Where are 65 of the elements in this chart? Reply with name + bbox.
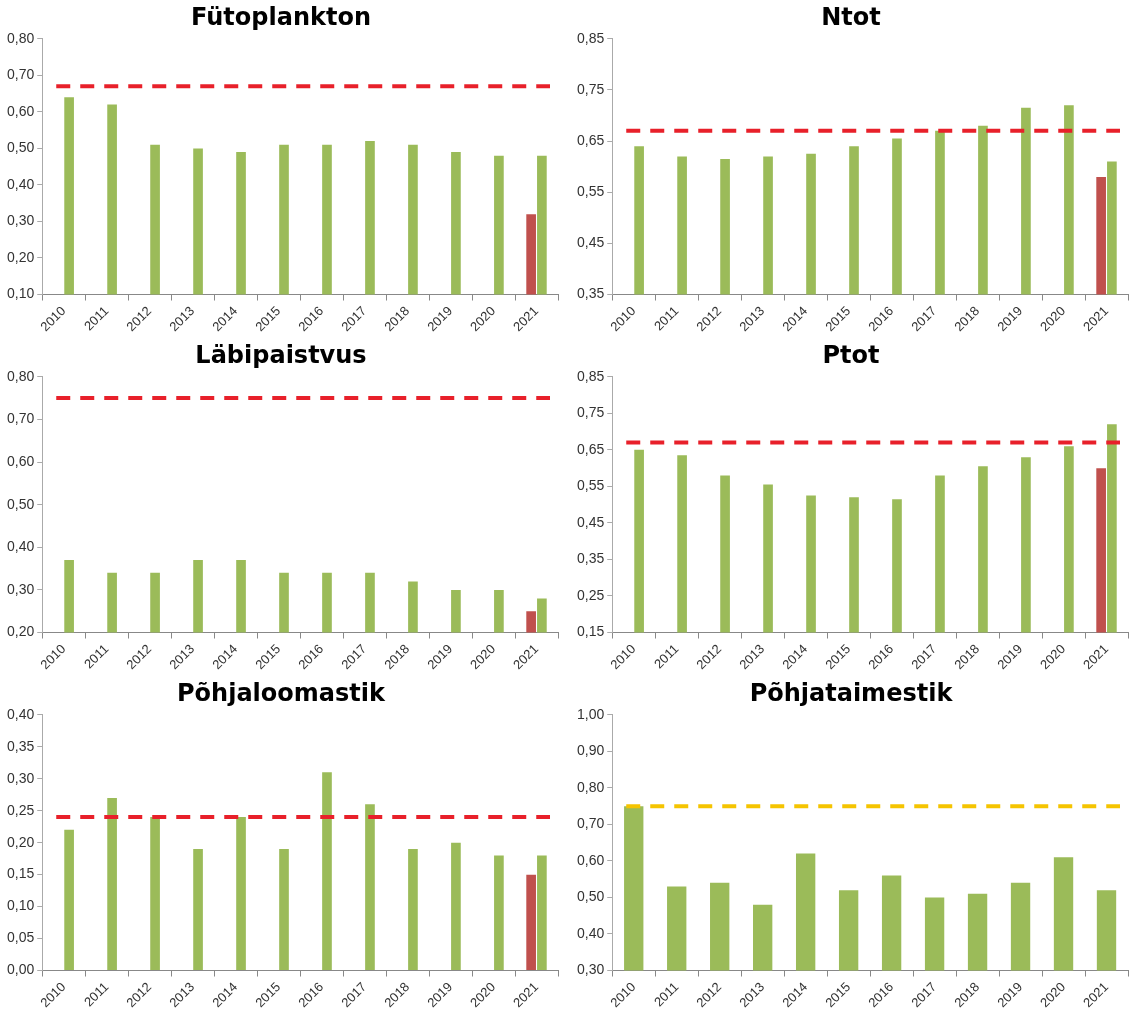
y-tick-label: 0,25: [577, 586, 605, 603]
y-tick-label: 0,70: [7, 410, 35, 427]
y-tick-label: 1,00: [577, 705, 605, 722]
y-tick-label: 0,70: [7, 66, 35, 83]
bar: [193, 849, 203, 971]
bar: [408, 849, 418, 971]
y-tick-label: 0,85: [577, 367, 605, 384]
bar: [64, 829, 74, 971]
y-tick-label: 0,20: [7, 248, 35, 265]
y-tick-label: 0,60: [577, 851, 605, 868]
y-tick-label: 0,35: [577, 285, 605, 302]
y-tick-label: 0,45: [577, 234, 605, 251]
y-tick-label: 0,45: [577, 513, 605, 530]
y-tick-label: 0,90: [577, 742, 605, 759]
y-tick-label: 0,15: [7, 865, 35, 882]
y-tick-label: 0,80: [7, 29, 35, 46]
y-tick-label: 0,80: [7, 367, 35, 384]
y-tick-label: 0,15: [577, 623, 605, 640]
bar: [451, 842, 461, 971]
y-tick-label: 0,10: [7, 897, 35, 914]
y-tick-label: 0,65: [577, 131, 605, 148]
y-tick-label: 0,10: [7, 285, 35, 302]
y-tick-label: 0,40: [577, 924, 605, 941]
bar: [279, 849, 289, 971]
bar: [150, 817, 160, 971]
y-tick-label: 0,40: [7, 705, 35, 722]
y-tick-label: 0,50: [577, 888, 605, 905]
chart-title: Ntot: [821, 2, 881, 31]
y-tick-label: 0,55: [577, 477, 605, 494]
y-tick-label: 0,55: [577, 183, 605, 200]
y-tick-label: 0,40: [7, 538, 35, 555]
bar: [537, 855, 547, 971]
y-tick-label: 0,80: [577, 778, 605, 795]
y-tick-label: 0,50: [7, 495, 35, 512]
bar: [107, 797, 117, 971]
y-tick-label: 0,35: [7, 737, 35, 754]
y-tick-label: 0,20: [7, 833, 35, 850]
y-tick-label: 0,60: [7, 102, 35, 119]
y-tick-label: 0,50: [7, 139, 35, 156]
y-tick-label: 0,75: [577, 404, 605, 421]
bar: [365, 804, 375, 971]
chart-title: Ptot: [822, 340, 880, 369]
y-tick-label: 0,40: [7, 175, 35, 192]
chart-title: Läbipaistvus: [195, 340, 367, 369]
bar: [236, 817, 246, 971]
y-tick-label: 0,70: [577, 815, 605, 832]
chart-title: Põhjaloomastik: [177, 678, 387, 707]
y-tick-label: 0,85: [577, 29, 605, 46]
y-tick-label: 0,30: [7, 580, 35, 597]
y-tick-label: 0,20: [7, 623, 35, 640]
bar: [526, 874, 536, 971]
y-tick-label: 0,30: [577, 961, 605, 978]
chart-title: Fütoplankton: [191, 2, 371, 31]
bar: [322, 772, 332, 971]
y-tick-label: 0,60: [7, 452, 35, 469]
y-tick-label: 0,75: [577, 80, 605, 97]
bar: [494, 855, 504, 971]
y-tick-label: 0,30: [7, 769, 35, 786]
y-tick-label: 0,30: [7, 212, 35, 229]
y-tick-label: 0,65: [577, 440, 605, 457]
y-tick-label: 0,35: [577, 550, 605, 567]
y-tick-label: 0,05: [7, 929, 35, 946]
chart-title: Põhjataimestik: [749, 678, 954, 707]
y-tick-label: 0,25: [7, 801, 35, 818]
y-tick-label: 0,00: [7, 961, 35, 978]
